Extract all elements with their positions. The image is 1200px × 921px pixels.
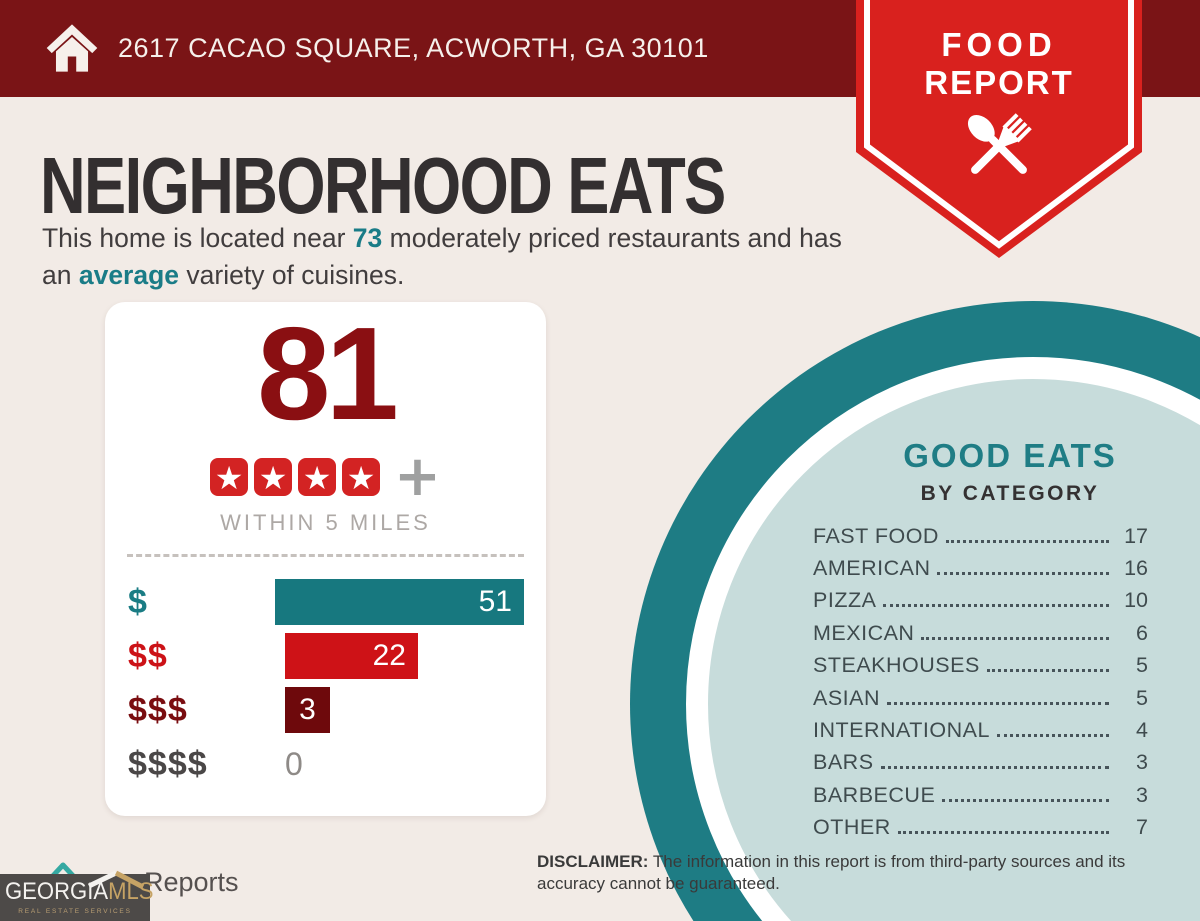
bar-value: 3: [299, 693, 316, 726]
category-list: FAST FOOD 17 AMERICAN 16 PIZZA 10 MEXICAN 6 STEA…: [813, 520, 1148, 844]
category-name: OTHER: [813, 815, 891, 840]
category-row: PIZZA 10: [813, 585, 1148, 617]
subtitle-text: moderately priced restaurants and has an: [42, 223, 842, 290]
price-tier-bar: 51: [275, 579, 524, 625]
dotted-leader: [937, 572, 1109, 576]
category-row: FAST FOOD 17: [813, 520, 1148, 552]
category-name: ASIAN: [813, 685, 881, 710]
category-row: BARS 3: [813, 747, 1148, 779]
dotted-leader: [880, 766, 1109, 770]
category-name: STEAKHOUSES: [813, 653, 980, 678]
category-row: STEAKHOUSES 5: [813, 650, 1148, 682]
category-name: INTERNATIONAL: [813, 718, 990, 743]
score-card: 81 ★ ★ ★ ★ + WITHIN 5 MILES $51 $$ 22 $$$ 3 $$$$ 0: [105, 302, 546, 816]
category-count: 10: [1124, 588, 1148, 613]
disclaimer: DISCLAIMER: The information in this repo…: [537, 851, 1197, 895]
restaurant-count: 73: [352, 223, 383, 253]
crossed-spoon-fork-icon: [967, 113, 1032, 174]
price-tier-row: $51: [128, 575, 524, 629]
watermark-roof-icon: [87, 870, 145, 890]
disclaimer-text: The information in this report is from t…: [537, 852, 1126, 893]
price-tier-row: $$$$ 0: [128, 737, 524, 791]
variety-rating: average: [78, 260, 180, 290]
category-row: ASIAN 5: [813, 682, 1148, 714]
price-tier-bar: 3: [285, 687, 330, 733]
bar-area: 51: [275, 579, 524, 625]
reports-logo-text: Reports: [144, 867, 239, 897]
category-row: AMERICAN 16: [813, 552, 1148, 584]
star-icon: ★: [298, 458, 337, 497]
category-name: FAST FOOD: [813, 523, 939, 548]
good-eats-title: GOOD EATS: [903, 437, 1117, 474]
price-bar-chart: $51 $$ 22 $$$ 3 $$$$ 0: [128, 575, 524, 791]
category-count: 16: [1124, 556, 1148, 581]
dotted-leader: [945, 539, 1109, 543]
price-tier-label: $$$$: [128, 744, 208, 783]
property-address: 2617 CACAO SQUARE, ACWORTH, GA 30101: [118, 33, 709, 63]
category-row: BARBECUE 3: [813, 779, 1148, 811]
radius-label: WITHIN 5 MILES: [220, 510, 431, 535]
dotted-leader: [996, 734, 1109, 738]
category-count: 3: [1136, 782, 1148, 807]
bar-area: 0: [285, 741, 524, 787]
disclaimer-label: DISCLAIMER:: [537, 852, 649, 871]
georgiamls-watermark: GEORGIAMLS REAL ESTATE SERVICES: [0, 870, 153, 921]
category-count: 6: [1136, 620, 1148, 645]
category-row: MEXICAN 6: [813, 617, 1148, 649]
badge-line1: FOOD: [941, 26, 1057, 63]
bar-area: 22: [285, 633, 524, 679]
badge-line2: REPORT: [924, 64, 1074, 101]
price-tier-bar: 22: [285, 633, 418, 679]
ribbon-shape: [856, 0, 1142, 258]
category-row: INTERNATIONAL 4: [813, 714, 1148, 746]
category-name: BARBECUE: [813, 782, 936, 807]
good-eats-heading: GOOD EATS BY CATEGORY: [820, 437, 1200, 506]
watermark-tagline: REAL ESTATE SERVICES: [18, 908, 132, 915]
category-name: PIZZA: [813, 588, 877, 613]
price-tier-label: $$$: [128, 690, 188, 729]
price-tier-label: $$: [128, 636, 168, 675]
dotted-leader: [921, 636, 1109, 640]
house-icon: [46, 24, 98, 72]
category-count: 7: [1136, 815, 1148, 840]
good-eats-subtitle: BY CATEGORY: [920, 482, 1100, 505]
category-name: BARS: [813, 750, 874, 775]
category-count: 3: [1136, 750, 1148, 775]
subtitle-text: variety of cuisines.: [179, 260, 405, 290]
category-count: 5: [1136, 653, 1148, 678]
category-name: MEXICAN: [813, 620, 915, 645]
bar-value: 22: [372, 639, 406, 672]
dotted-leader: [883, 604, 1109, 608]
subtitle-text: This home is located near: [42, 223, 353, 253]
bar-area: 3: [285, 687, 524, 733]
dotted-leader: [942, 798, 1109, 802]
category-count: 4: [1136, 718, 1148, 743]
bar-value: 51: [478, 585, 512, 618]
category-count: 5: [1136, 685, 1148, 710]
star-icon: ★: [254, 458, 293, 497]
price-tier-label: $: [128, 582, 148, 621]
dotted-leader: [887, 701, 1109, 705]
category-name: AMERICAN: [813, 556, 931, 581]
bar-value: 0: [285, 746, 303, 782]
price-tier-row: $$ 22: [128, 629, 524, 683]
dashed-divider: [127, 554, 524, 557]
category-row: OTHER 7: [813, 812, 1148, 844]
dotted-leader: [986, 669, 1109, 673]
restaurant-score: 81: [257, 300, 399, 447]
star-icon: ★: [210, 458, 249, 497]
star-icon: ★: [342, 458, 381, 497]
page-subtitle: This home is located near 73 moderately …: [42, 220, 842, 294]
plus-sign: +: [394, 444, 441, 509]
food-report-badge: FOOD REPORT: [856, 0, 1142, 258]
dotted-leader: [897, 831, 1109, 835]
price-tier-row: $$$ 3: [128, 683, 524, 737]
star-rating: ★ ★ ★ ★ +: [105, 444, 546, 509]
page-title: NEIGHBORHOOD EATS: [40, 141, 726, 230]
category-count: 17: [1124, 523, 1148, 548]
